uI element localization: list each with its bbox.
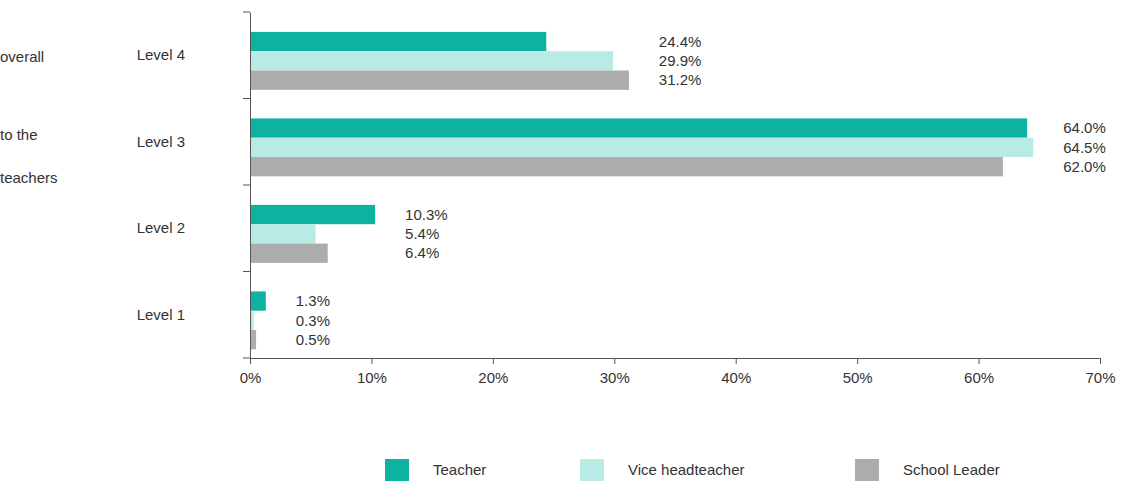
x-tick-mark (371, 358, 372, 364)
data-label: 5.4% (405, 225, 439, 242)
x-tick: 50% (843, 358, 873, 386)
x-tick-mark (857, 358, 858, 364)
y-axis-line (250, 13, 251, 359)
category-separator (243, 12, 250, 13)
annotation: to the (0, 126, 38, 143)
legend-swatch (855, 459, 879, 481)
data-label: 6.4% (405, 244, 439, 261)
y-axis: Level 4 Level 3 Level 2 Level 1 (137, 13, 251, 359)
data-label: 64.0% (1063, 119, 1106, 136)
bar (250, 157, 1003, 176)
x-tick-label: 0% (240, 369, 262, 386)
annotation: teachers (0, 169, 58, 186)
x-tick-mark (1100, 358, 1101, 364)
x-tick: 10% (357, 358, 387, 386)
data-label: 24.4% (659, 33, 702, 50)
y-tick: Level 4 (137, 46, 250, 63)
x-tick-label: 40% (721, 369, 751, 386)
y-tick-label: Level 2 (137, 219, 185, 236)
x-tick-label: 10% (357, 369, 387, 386)
y-tick: Level 2 (137, 219, 250, 236)
data-label: 10.3% (405, 206, 448, 223)
x-tick-label: 70% (1085, 369, 1115, 386)
bar (250, 138, 1033, 157)
legend-label: Teacher (433, 461, 486, 478)
x-tick: 0% (240, 358, 262, 386)
x-axis: 0% 10% 20% 30% 40% 50% 60% 70% (240, 358, 1116, 386)
data-label: 29.9% (659, 52, 702, 69)
data-label: 0.5% (296, 331, 330, 348)
x-tick: 40% (721, 358, 751, 386)
category-separator (243, 185, 250, 186)
bar (250, 224, 316, 243)
bar (250, 32, 546, 51)
x-axis-line (251, 358, 1101, 359)
bar (250, 244, 328, 263)
y-tick-label: Level 3 (137, 133, 185, 150)
bar (250, 205, 375, 224)
x-tick-mark (979, 358, 980, 364)
bar (250, 291, 266, 310)
annotation: overall (0, 48, 44, 65)
x-tick-label: 60% (964, 369, 994, 386)
x-tick: 60% (964, 358, 994, 386)
x-tick: 20% (478, 358, 508, 386)
category-separator (243, 271, 250, 272)
category-separator (243, 98, 250, 99)
legend-label: School Leader (903, 461, 1000, 478)
y-tick: Level 3 (137, 133, 250, 150)
legend-swatch (385, 459, 409, 481)
y-tick-label: Level 4 (137, 46, 185, 63)
data-label: 62.0% (1063, 158, 1106, 175)
data-labels: 24.4% 29.9% 31.2% 64.0% 64.5% 62.0% 10.3% 5.4% 6… (296, 33, 1106, 348)
data-label: 1.3% (296, 292, 330, 309)
legend: Teacher Vice headteacher School Leader (385, 459, 1000, 481)
bar (250, 71, 629, 90)
x-tick-mark (614, 358, 615, 364)
category-separator (243, 358, 250, 359)
bar (250, 118, 1027, 137)
y-tick-label: Level 1 (137, 306, 185, 323)
x-tick-label: 20% (478, 369, 508, 386)
bars (250, 32, 1033, 349)
y-tick: Level 1 (137, 306, 250, 323)
x-tick-mark (250, 358, 251, 364)
data-label: 31.2% (659, 71, 702, 88)
legend-swatch (580, 459, 604, 481)
data-label: 0.3% (296, 312, 330, 329)
x-tick-mark (736, 358, 737, 364)
data-label: 64.5% (1063, 139, 1106, 156)
bar (250, 51, 613, 70)
x-tick-mark (493, 358, 494, 364)
x-tick: 30% (600, 358, 630, 386)
x-tick-label: 50% (843, 369, 873, 386)
x-tick: 70% (1085, 358, 1115, 386)
legend-label: Vice headteacher (628, 461, 744, 478)
x-tick-label: 30% (600, 369, 630, 386)
